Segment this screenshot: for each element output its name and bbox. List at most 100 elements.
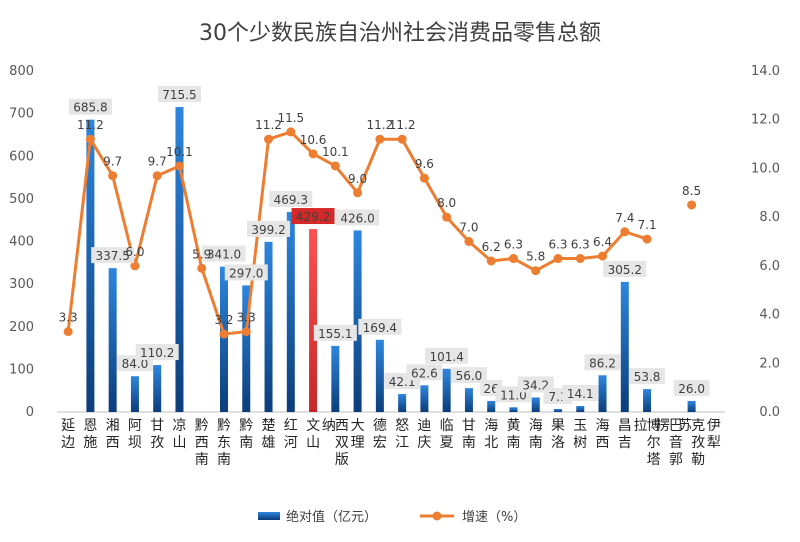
category-label-17: 临夏 — [440, 418, 454, 451]
line-label-12: 10.1 — [322, 145, 349, 159]
line-point-8 — [241, 327, 251, 337]
line-label-17: 8.0 — [437, 196, 456, 210]
bar-8 — [242, 285, 251, 412]
y-left-tick: 800 — [9, 64, 34, 79]
bar-label-18: 56.0 — [456, 369, 483, 383]
bar-label-bg-9 — [247, 220, 291, 237]
bar-10 — [286, 211, 295, 412]
line-label-6: 5.9 — [192, 247, 211, 261]
bar-4 — [153, 365, 162, 412]
bar-label-bg-18 — [450, 367, 487, 384]
line-point-14 — [375, 134, 385, 144]
line-point-5 — [174, 161, 184, 171]
bar-label-23: 14.1 — [567, 387, 594, 401]
bar-label-bg-23 — [562, 384, 599, 401]
category-label-22: 果洛 — [551, 418, 565, 451]
line-point-22 — [553, 254, 563, 264]
bar-label-bg-10 — [269, 190, 313, 207]
bar-series — [86, 107, 696, 413]
y-right-tick: 8.0 — [759, 210, 780, 225]
line-point-18 — [464, 237, 474, 246]
legend-bar-label: 绝对值（亿元） — [286, 509, 377, 525]
bar-14 — [375, 339, 384, 412]
line-label-13: 9.0 — [348, 172, 367, 186]
category-label-2: 湘西 — [106, 418, 120, 451]
y-left-tick: 700 — [9, 107, 34, 122]
category-label-1: 恩施 — [83, 418, 97, 451]
line-label-24: 6.4 — [593, 235, 612, 249]
bar-15 — [398, 394, 407, 412]
bar-label-3: 84.0 — [122, 357, 149, 371]
bar-label-16: 62.6 — [411, 366, 438, 380]
bar-25 — [620, 281, 629, 412]
bar-label-bg-7 — [202, 245, 246, 262]
line-label-3: 6.0 — [125, 245, 144, 259]
line-label-8: 3.3 — [237, 311, 256, 325]
bar-label-9: 399.2 — [251, 223, 285, 237]
y-left-tick: 0 — [26, 405, 34, 420]
bar-label-11: 429.2 — [296, 210, 330, 224]
line-label-28: 8.5 — [682, 184, 701, 198]
y-right-tick: 14.0 — [751, 64, 780, 79]
bar-22 — [554, 408, 562, 412]
line-point-23 — [575, 254, 585, 264]
bar-19 — [487, 400, 496, 412]
category-label-19: 海北 — [484, 418, 498, 451]
bar-label-bg-4 — [135, 344, 179, 361]
line-point-21 — [531, 266, 541, 276]
line-label-0: 3.3 — [59, 311, 78, 325]
legend-bar-swatch — [258, 512, 280, 520]
bar-26 — [643, 389, 652, 412]
line-label-26: 7.1 — [638, 218, 657, 232]
bar-label-bg-12 — [313, 324, 357, 341]
bar-28 — [687, 400, 696, 412]
line-point-19 — [486, 256, 496, 266]
category-label-26: 博尔塔拉 — [634, 417, 661, 468]
bar-5 — [175, 107, 184, 412]
category-label-25: 昌吉 — [618, 418, 632, 451]
bar-label-13: 426.0 — [340, 211, 374, 225]
line-label-23: 6.3 — [571, 238, 590, 252]
bar-20 — [509, 407, 518, 412]
y-left-tick: 300 — [9, 277, 34, 292]
line-point-25 — [620, 227, 630, 237]
category-label-15: 怒江 — [395, 418, 409, 451]
bar-label-bg-17 — [425, 347, 469, 364]
category-label-28: 克孜勒苏 — [678, 418, 705, 468]
bar-label-bg-13 — [336, 209, 380, 226]
legend: 绝对值（亿元） 增速（%） — [258, 509, 526, 525]
bar-label-12: 155.1 — [318, 327, 352, 341]
y-right-tick: 4.0 — [759, 308, 780, 323]
bar-label-bg-24 — [584, 354, 621, 371]
line-label-16: 9.6 — [415, 157, 434, 171]
line-label-2: 9.7 — [103, 155, 122, 169]
bar-label-14: 169.4 — [363, 321, 397, 335]
line-point-12 — [330, 161, 340, 171]
category-label-27: 巴音郭楞 — [656, 418, 683, 468]
category-label-4: 甘孜 — [150, 418, 164, 451]
category-label-8: 黔南 — [239, 418, 253, 451]
line-label-11: 10.6 — [300, 133, 327, 147]
line-label-20: 6.3 — [504, 238, 523, 252]
bar-label-bg-28 — [673, 379, 710, 396]
line-point-17 — [442, 212, 452, 222]
axes: 0 100 200 300 400 500 600 700 800 0.0 2.0 4.0 6.0 8.0… — [9, 64, 780, 420]
chart-title: 30个少数民族自治州社会消费品零售总额 — [199, 21, 601, 46]
line-point-1 — [85, 134, 95, 144]
bar-label-bg-25 — [603, 260, 647, 277]
bar-label-1: 685.8 — [73, 101, 107, 115]
legend-line-marker — [432, 511, 442, 521]
category-label-0: 延边 — [61, 418, 75, 451]
category-label-18: 甘南 — [462, 418, 476, 451]
bar-1 — [86, 119, 95, 413]
category-label-10: 红河 — [284, 418, 298, 451]
line-label-9: 11.2 — [255, 118, 282, 132]
category-label-3: 阿坝 — [128, 418, 142, 451]
y-left-tick: 400 — [9, 235, 34, 250]
line-point-16 — [419, 173, 429, 183]
line-label-14: 11.2 — [367, 118, 394, 132]
bar-label-24: 86.2 — [589, 356, 616, 370]
